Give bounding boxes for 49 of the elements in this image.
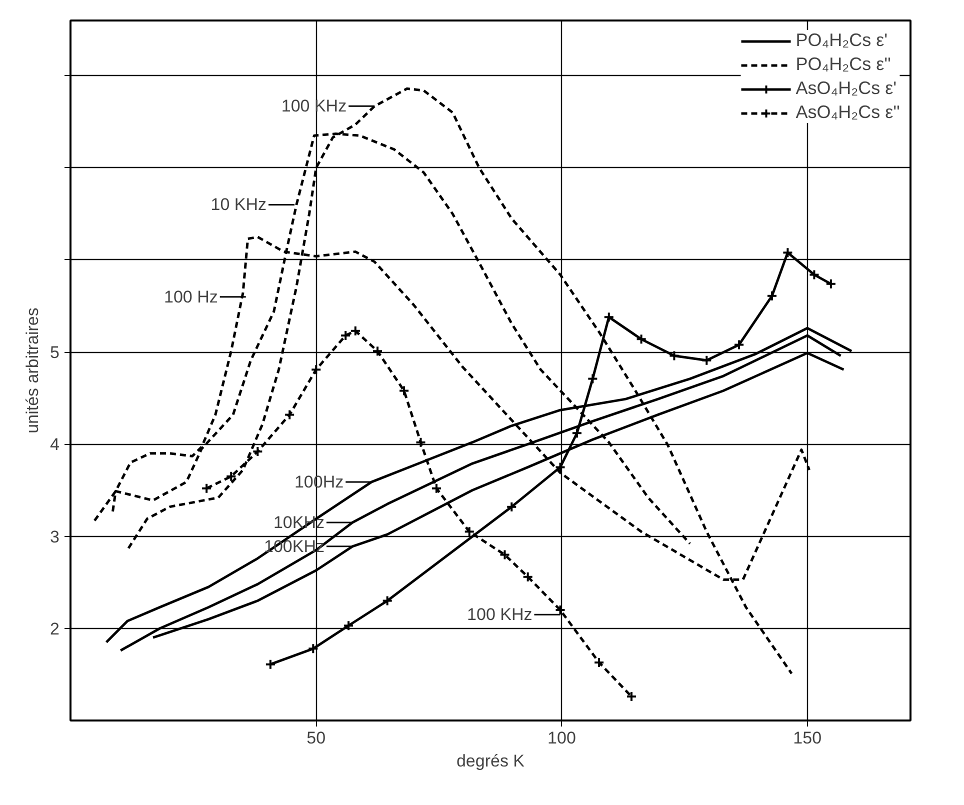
annotation: 100 KHz xyxy=(467,605,532,624)
legend-label: PO₄H₂Cs ε' xyxy=(796,30,888,51)
point xyxy=(415,436,426,448)
point xyxy=(571,428,582,439)
legend-label: AsO₄H₂Cs ε'' xyxy=(796,102,900,123)
y-axis-title: unités arbitraires xyxy=(23,308,42,434)
point xyxy=(636,334,647,345)
x-axis-title: degrés K xyxy=(456,752,526,770)
y-tick-label: 3 xyxy=(50,527,60,546)
point xyxy=(782,247,794,258)
x-tick-label: 50 xyxy=(306,728,326,748)
point xyxy=(308,643,319,654)
point xyxy=(499,549,510,560)
point xyxy=(264,658,276,670)
x-tick-label: 100 xyxy=(548,728,576,748)
point xyxy=(350,325,361,336)
point xyxy=(226,470,237,482)
y-tick-label: 2 xyxy=(50,619,60,638)
point xyxy=(430,482,442,494)
point xyxy=(701,354,712,366)
point xyxy=(372,346,384,357)
annotation: 100 Hz xyxy=(164,287,218,306)
point xyxy=(668,350,680,362)
y-tick-label: 4 xyxy=(50,435,60,454)
point xyxy=(603,312,614,323)
legend-label: AsO₄H₂Cs ε' xyxy=(796,78,897,99)
point xyxy=(825,278,836,290)
point xyxy=(464,526,475,538)
point xyxy=(626,691,637,702)
point xyxy=(343,620,354,632)
x-tick-label: 150 xyxy=(793,728,822,748)
legend-label: PO₄H₂Cs ε'' xyxy=(796,54,891,75)
point xyxy=(554,462,566,473)
point xyxy=(522,571,534,582)
point xyxy=(382,595,393,606)
y-tick-label: 5 xyxy=(50,343,60,362)
point xyxy=(252,446,264,458)
point xyxy=(398,385,410,396)
point xyxy=(340,330,352,341)
point xyxy=(587,373,598,384)
point xyxy=(506,501,518,512)
point xyxy=(310,364,322,376)
point xyxy=(808,269,820,280)
point xyxy=(766,290,778,302)
point xyxy=(594,656,605,668)
point xyxy=(201,482,212,494)
point xyxy=(734,339,745,350)
point xyxy=(284,409,296,420)
annotation: 10 KHz xyxy=(210,195,266,214)
